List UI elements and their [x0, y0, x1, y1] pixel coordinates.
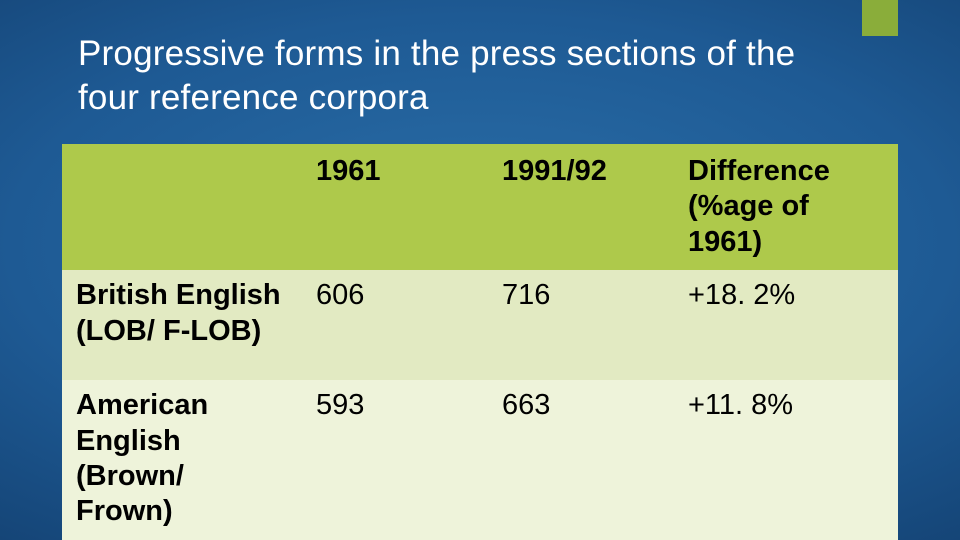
table-row: American English (Brown/ Frown) 593 663 …	[62, 380, 898, 540]
slide-title: Progressive forms in the press sections …	[78, 32, 798, 120]
cell-diff: +11. 8%	[674, 380, 898, 540]
cell-1991-92: 716	[488, 270, 674, 380]
col-header-blank	[62, 144, 302, 270]
col-header-1991-92: 1991/92	[488, 144, 674, 270]
cell-diff: +18. 2%	[674, 270, 898, 380]
data-table: 1961 1991/92 Difference (%age of 1961) B…	[62, 144, 898, 540]
cell-1961: 593	[302, 380, 488, 540]
table-header-row: 1961 1991/92 Difference (%age of 1961)	[62, 144, 898, 270]
col-header-difference: Difference (%age of 1961)	[674, 144, 898, 270]
row-label: British English (LOB/ F-LOB)	[62, 270, 302, 380]
accent-square	[862, 0, 898, 36]
table-row: British English (LOB/ F-LOB) 606 716 +18…	[62, 270, 898, 380]
cell-1991-92: 663	[488, 380, 674, 540]
cell-1961: 606	[302, 270, 488, 380]
col-header-1961: 1961	[302, 144, 488, 270]
row-label: American English (Brown/ Frown)	[62, 380, 302, 540]
